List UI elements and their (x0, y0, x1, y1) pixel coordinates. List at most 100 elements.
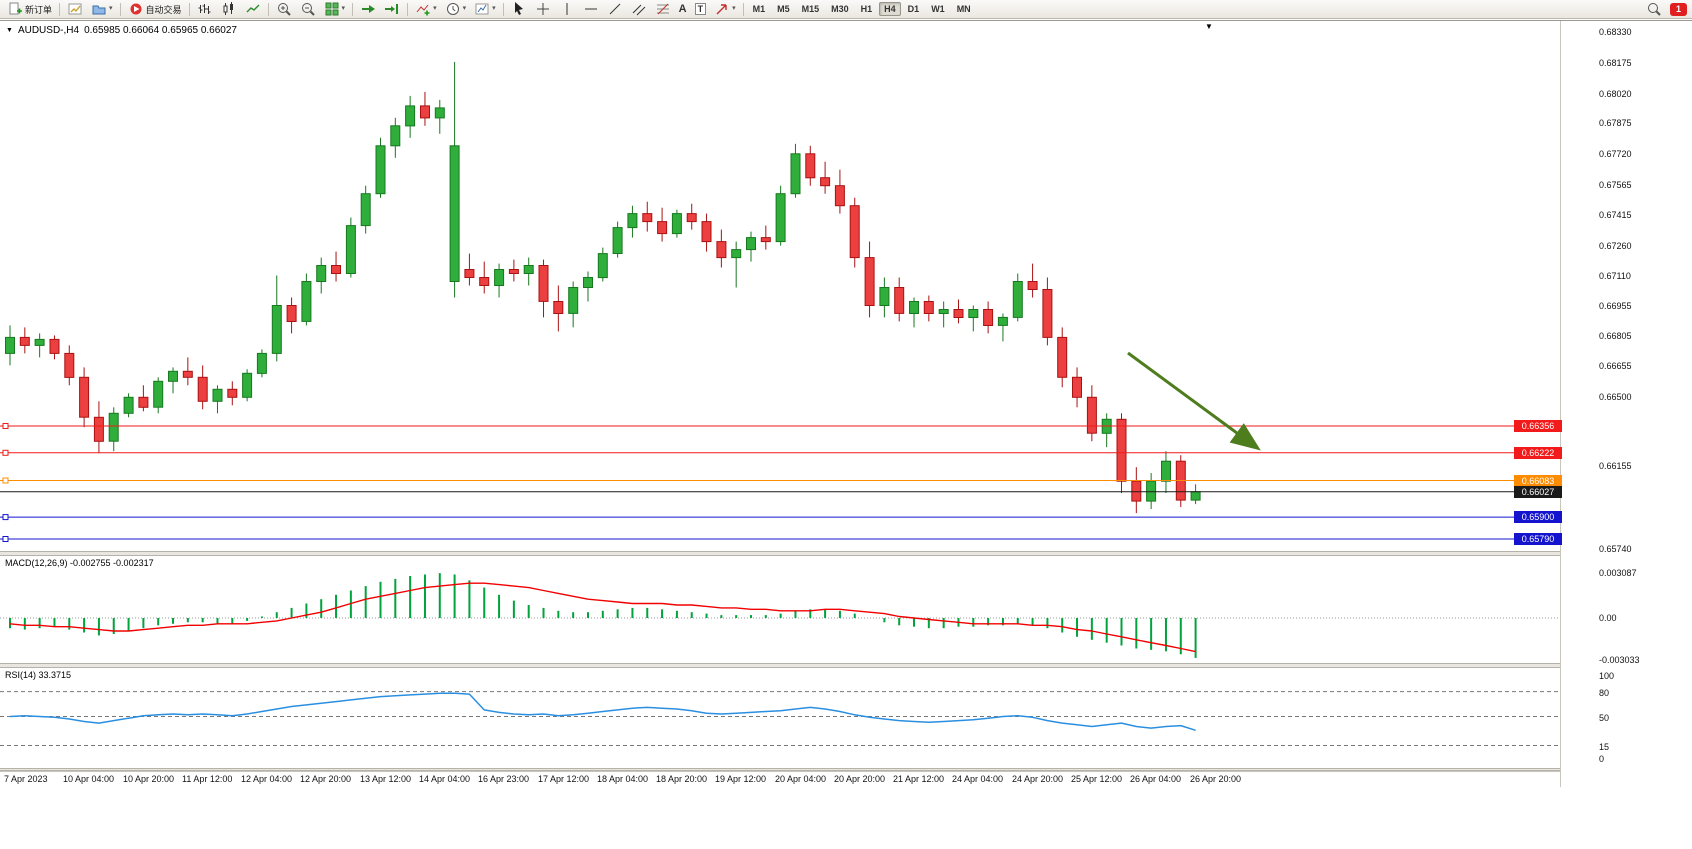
timeframe-mn-button[interactable]: MN (956, 4, 971, 14)
toolbar-separator (502, 2, 504, 16)
time-axis-label: 12 Apr 20:00 (300, 774, 352, 784)
price-axis-label: 0.68330 (1599, 27, 1632, 37)
price-tag: 0.65900 (1514, 511, 1562, 523)
search-button[interactable] (1642, 0, 1666, 19)
crosshair-button[interactable] (531, 0, 555, 19)
trend-arrow-annotation[interactable] (1127, 351, 1261, 451)
one-click-trading-arrow-icon[interactable]: ▼ (6, 27, 13, 34)
auto-trading-label: 自动交易 (145, 4, 182, 15)
price-axis-label: 0.66500 (1599, 392, 1632, 402)
cursor-icon (511, 1, 527, 17)
auto-scroll-button[interactable] (356, 0, 380, 19)
channel-button[interactable] (627, 0, 651, 19)
search-icon (1646, 1, 1662, 17)
time-axis-label: 10 Apr 20:00 (123, 774, 175, 784)
macd-histogram (9, 573, 1197, 658)
time-axis-label: 14 Apr 04:00 (419, 774, 471, 784)
indicators-caret-icon: ▾ (433, 5, 437, 12)
arrows-tool-button[interactable]: ▾ (710, 0, 740, 19)
toolbar-separator (59, 2, 61, 16)
time-axis-label: 20 Apr 04:00 (775, 774, 827, 784)
ohlc-readout: 0.65985 0.66064 0.65965 0.66027 (84, 25, 237, 36)
zoom-in-button[interactable] (272, 0, 296, 19)
timeframe-w1-button[interactable]: W1 (931, 4, 945, 14)
text-button[interactable]: A (675, 0, 691, 19)
fibonacci-button[interactable] (651, 0, 675, 19)
rsi-axis-label: 15 (1599, 742, 1610, 752)
new-order-button[interactable]: 新订单 (3, 0, 56, 19)
price-axis-label: 0.67875 (1599, 118, 1632, 128)
cursor-button[interactable] (507, 0, 531, 19)
chart-title-overlay: ▼ AUDUSD-,H4 0.65985 0.66064 0.65965 0.6… (6, 25, 237, 36)
text-icon: A (678, 3, 687, 15)
rsi-axis-label: 50 (1599, 713, 1610, 723)
bar-chart-button[interactable] (193, 0, 217, 19)
candlestick-chart-button[interactable] (217, 0, 241, 19)
price-axis[interactable] (1560, 21, 1692, 787)
line-chart-icon (245, 1, 261, 17)
chart-shift-button[interactable] (380, 0, 404, 19)
new-chart-icon (67, 1, 83, 17)
periods-icon (445, 1, 461, 17)
timeframe-m15-button[interactable]: M15 (801, 4, 820, 14)
panel-resize-handle[interactable] (0, 768, 1692, 771)
periods-button[interactable]: ▾ (441, 0, 471, 19)
timeframe-h1-button[interactable]: H1 (860, 4, 873, 14)
horizontal-price-lines[interactable] (0, 423, 1558, 542)
vertical-line-button[interactable] (555, 0, 579, 19)
profiles-button[interactable]: ▾ (87, 0, 117, 19)
arrows-tool-caret-icon: ▾ (732, 5, 736, 12)
timeframe-m1-button[interactable]: M1 (752, 4, 766, 14)
macd-label: MACD(12,26,9) -0.002755 -0.002317 (5, 558, 154, 568)
new-chart-button[interactable] (63, 0, 87, 19)
time-axis-label: 21 Apr 12:00 (893, 774, 945, 784)
profiles-caret-icon: ▾ (109, 5, 113, 12)
templates-caret-icon: ▾ (492, 5, 496, 12)
time-axis[interactable]: 7 Apr 2023 10 Apr 04:00 10 Apr 20:00 11 Apr… (0, 771, 1560, 787)
price-chart-canvas[interactable] (0, 21, 1560, 551)
timeframe-d1-button[interactable]: D1 (907, 4, 920, 14)
line-chart-button[interactable] (241, 0, 265, 19)
time-axis-label: 26 Apr 04:00 (1130, 774, 1182, 784)
text-label-button[interactable]: T (691, 0, 711, 19)
macd-axis-label: 0.003087 (1599, 568, 1637, 578)
rsi-label: RSI(14) 33.3715 (5, 670, 72, 680)
horizontal-line-button[interactable] (579, 0, 603, 19)
time-axis-label: 12 Apr 04:00 (241, 774, 293, 784)
tile-windows-icon (324, 1, 340, 17)
templates-button[interactable]: ▾ (470, 0, 500, 19)
time-axis-label: 7 Apr 2023 (4, 774, 48, 784)
tile-windows-button[interactable]: ▾ (320, 0, 350, 19)
timeframe-h4-button[interactable]: H4 (879, 2, 901, 16)
fibonacci-icon (655, 1, 671, 17)
indicators-button[interactable]: ▾ (411, 0, 441, 19)
time-axis-label: 18 Apr 20:00 (656, 774, 708, 784)
time-axis-label: 10 Apr 04:00 (63, 774, 115, 784)
panel-resize-handle[interactable] (0, 551, 1692, 556)
trendline-button[interactable] (603, 0, 627, 19)
symbol-period-label: AUDUSD-,H4 (17, 25, 80, 36)
time-axis-label: 18 Apr 04:00 (597, 774, 649, 784)
rsi-axis-label: 100 (1599, 671, 1615, 681)
rsi-line (9, 692, 1196, 732)
candlestick-chart-icon (221, 1, 237, 17)
panel-resize-handle[interactable] (0, 663, 1692, 668)
macd-canvas[interactable] (0, 556, 1560, 663)
zoom-out-button[interactable] (296, 0, 320, 19)
timeframe-m5-button[interactable]: M5 (777, 4, 790, 14)
time-axis-label: 20 Apr 20:00 (834, 774, 886, 784)
price-axis-label: 0.65740 (1599, 544, 1632, 554)
price-tag: 0.66222 (1514, 447, 1562, 459)
periods-caret-icon: ▾ (462, 5, 467, 12)
toolbar-separator (742, 2, 744, 16)
auto-trading-button[interactable]: 自动交易 (124, 0, 186, 19)
crosshair-icon (535, 1, 551, 17)
timeframe-m30-button[interactable]: M30 (831, 4, 849, 14)
toolbar-separator (188, 2, 190, 16)
toolbar-separator (352, 2, 354, 16)
notification-badge[interactable]: 1 (1670, 2, 1687, 16)
rsi-canvas[interactable] (0, 668, 1560, 768)
channel-icon (631, 1, 647, 17)
price-axis-label: 0.66805 (1599, 331, 1632, 341)
